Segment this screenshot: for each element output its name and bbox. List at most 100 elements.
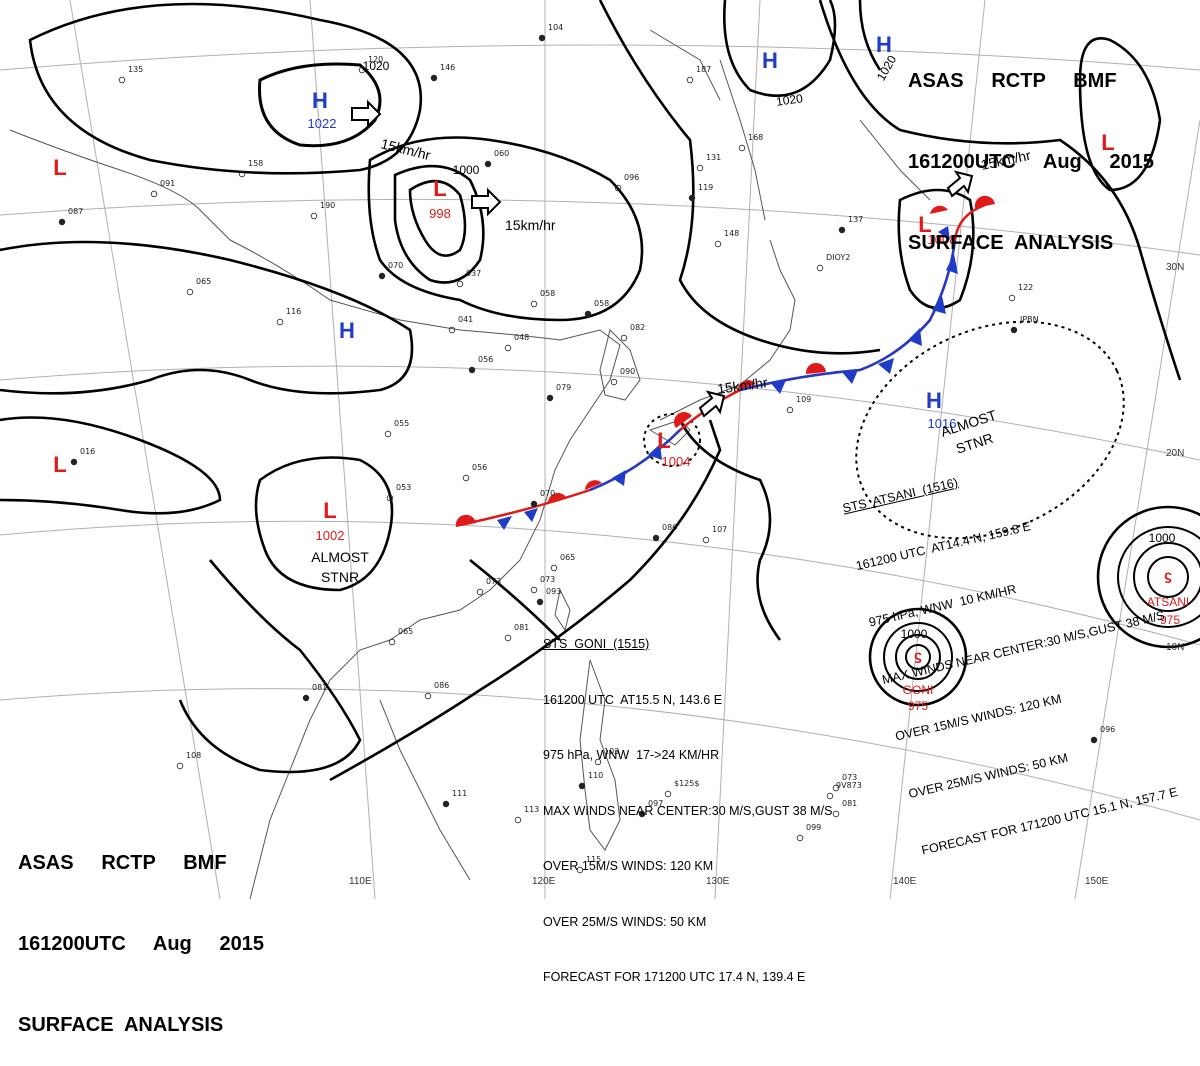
- station-value: 097: [648, 799, 663, 808]
- isobar-label: 1000: [901, 627, 928, 641]
- station-value: 122: [1018, 283, 1033, 292]
- frontal-system: [455, 195, 995, 530]
- station-value: 065: [196, 277, 211, 286]
- goni-line-7: FORECAST FOR 171200 UTC 17.4 N, 139.4 E: [543, 970, 806, 984]
- station-value: 086: [434, 681, 449, 690]
- station-value: 060: [494, 149, 509, 158]
- station-value: 137: [848, 215, 863, 224]
- header-line-2: 161200UTC Aug 2015: [18, 933, 265, 955]
- longitude-label: 130E: [706, 876, 730, 887]
- center-pressure-value: 1008: [928, 232, 957, 247]
- station-value: 070: [388, 261, 403, 270]
- station-value: 081: [514, 623, 529, 632]
- station-value: 079: [556, 383, 571, 392]
- goni-line-1: STS GONI (1515): [543, 637, 650, 651]
- station-marker: [550, 564, 558, 572]
- station-value: 104: [548, 23, 563, 32]
- station-marker: [796, 834, 804, 842]
- isobars: [0, 0, 1200, 782]
- station-value: 081: [312, 683, 327, 692]
- station-marker: [536, 598, 544, 606]
- station-marker: [614, 184, 622, 192]
- station-marker: [476, 588, 484, 596]
- goni-line-6: OVER 25M/S WINDS: 50 KM: [543, 914, 707, 929]
- low-pressure-center: L: [918, 212, 931, 237]
- isobar-label: 1000: [1149, 531, 1176, 545]
- station-marker: [1008, 294, 1016, 302]
- station-marker: [388, 638, 396, 646]
- station-marker: [504, 634, 512, 642]
- station-marker: [610, 378, 618, 386]
- station-marker: [70, 458, 78, 466]
- station-marker: [310, 212, 318, 220]
- motion-label: 15km/hr: [505, 217, 556, 233]
- low-pressure-center: L: [433, 176, 446, 201]
- station-marker: [530, 500, 538, 508]
- station-value: 058: [594, 299, 609, 308]
- station-value: 048: [514, 333, 529, 342]
- station-marker: [442, 800, 450, 808]
- latitude-label: 30N: [1166, 262, 1184, 273]
- goni-line-3: 975 hPa, WNW 17->24 KM/HR: [543, 748, 720, 762]
- station-marker: [424, 692, 432, 700]
- station-marker: [584, 310, 592, 318]
- station-marker: [538, 34, 546, 42]
- typhoon-name: GONI: [903, 683, 934, 697]
- station-value: 135: [128, 65, 143, 74]
- low-pressure-center: L: [53, 155, 66, 180]
- station-marker: [378, 272, 386, 280]
- station-value: 107: [712, 525, 727, 534]
- station-value: 093: [546, 587, 561, 596]
- station-marker: [448, 326, 456, 334]
- station-marker: [838, 226, 846, 234]
- station-value: 037: [466, 269, 481, 278]
- center-pressure-value: 1016: [928, 416, 957, 431]
- typhoon-symbol-icon: ϛ: [914, 647, 922, 663]
- station-marker: [696, 164, 704, 172]
- station-value: 073: [486, 577, 501, 586]
- station-value: 109: [796, 395, 811, 404]
- station-marker: [816, 264, 824, 272]
- isobar-label: 1020: [874, 53, 900, 83]
- latitude-label: 20N: [1166, 448, 1184, 459]
- station-value: $125$: [674, 779, 699, 788]
- station-plots: 104 135 120 146 187 091 087 158 190 060 096 131 119 1…: [58, 23, 1115, 874]
- motion-label: 15km/hr: [716, 374, 769, 397]
- station-value: 091: [160, 179, 175, 188]
- center-pressure-value: 1022: [308, 116, 337, 131]
- stationary-label: ALMOST: [311, 549, 369, 565]
- station-marker: [468, 366, 476, 374]
- station-value: 096: [1100, 725, 1115, 734]
- low-pressure-center: L: [1101, 130, 1114, 155]
- station-marker: [1010, 326, 1018, 334]
- station-value: 058: [540, 289, 555, 298]
- graticule-meridians: [69, 0, 1200, 899]
- header-top-right: ASAS RCTP BMF 161200UTC Aug 2015 SURFACE…: [908, 14, 1154, 284]
- station-marker: [238, 170, 246, 178]
- station-value: 9V873: [836, 781, 862, 790]
- station-value: 070: [540, 489, 555, 498]
- station-marker: [58, 218, 66, 226]
- longitude-label: 150E: [1085, 876, 1109, 887]
- station-marker: [786, 406, 794, 414]
- station-value: 082: [630, 323, 645, 332]
- motion-arrows: [351, 99, 974, 418]
- low-pressure-center: L: [323, 498, 336, 523]
- station-value: 041: [458, 315, 473, 324]
- goni-line-2: 161200 UTC AT15.5 N, 143.6 E: [543, 692, 723, 707]
- station-value: 081: [842, 799, 857, 808]
- station-marker: [702, 536, 710, 544]
- isobar-label: 1020: [775, 91, 804, 109]
- station-value: 090: [620, 367, 635, 376]
- station-marker: [462, 474, 470, 482]
- station-value: 086: [662, 523, 677, 532]
- station-marker: [738, 144, 746, 152]
- station-value: 073: [842, 773, 857, 782]
- station-marker: [546, 394, 554, 402]
- goni-line-4: MAX WINDS NEAR CENTER:30 M/S,GUST 38 M/S: [543, 803, 833, 818]
- isobar-label: 1020: [363, 59, 390, 73]
- station-value: 065: [398, 627, 413, 636]
- station-marker: [832, 784, 840, 792]
- station-value: 120: [368, 55, 383, 64]
- high-pressure-center: H: [926, 388, 942, 413]
